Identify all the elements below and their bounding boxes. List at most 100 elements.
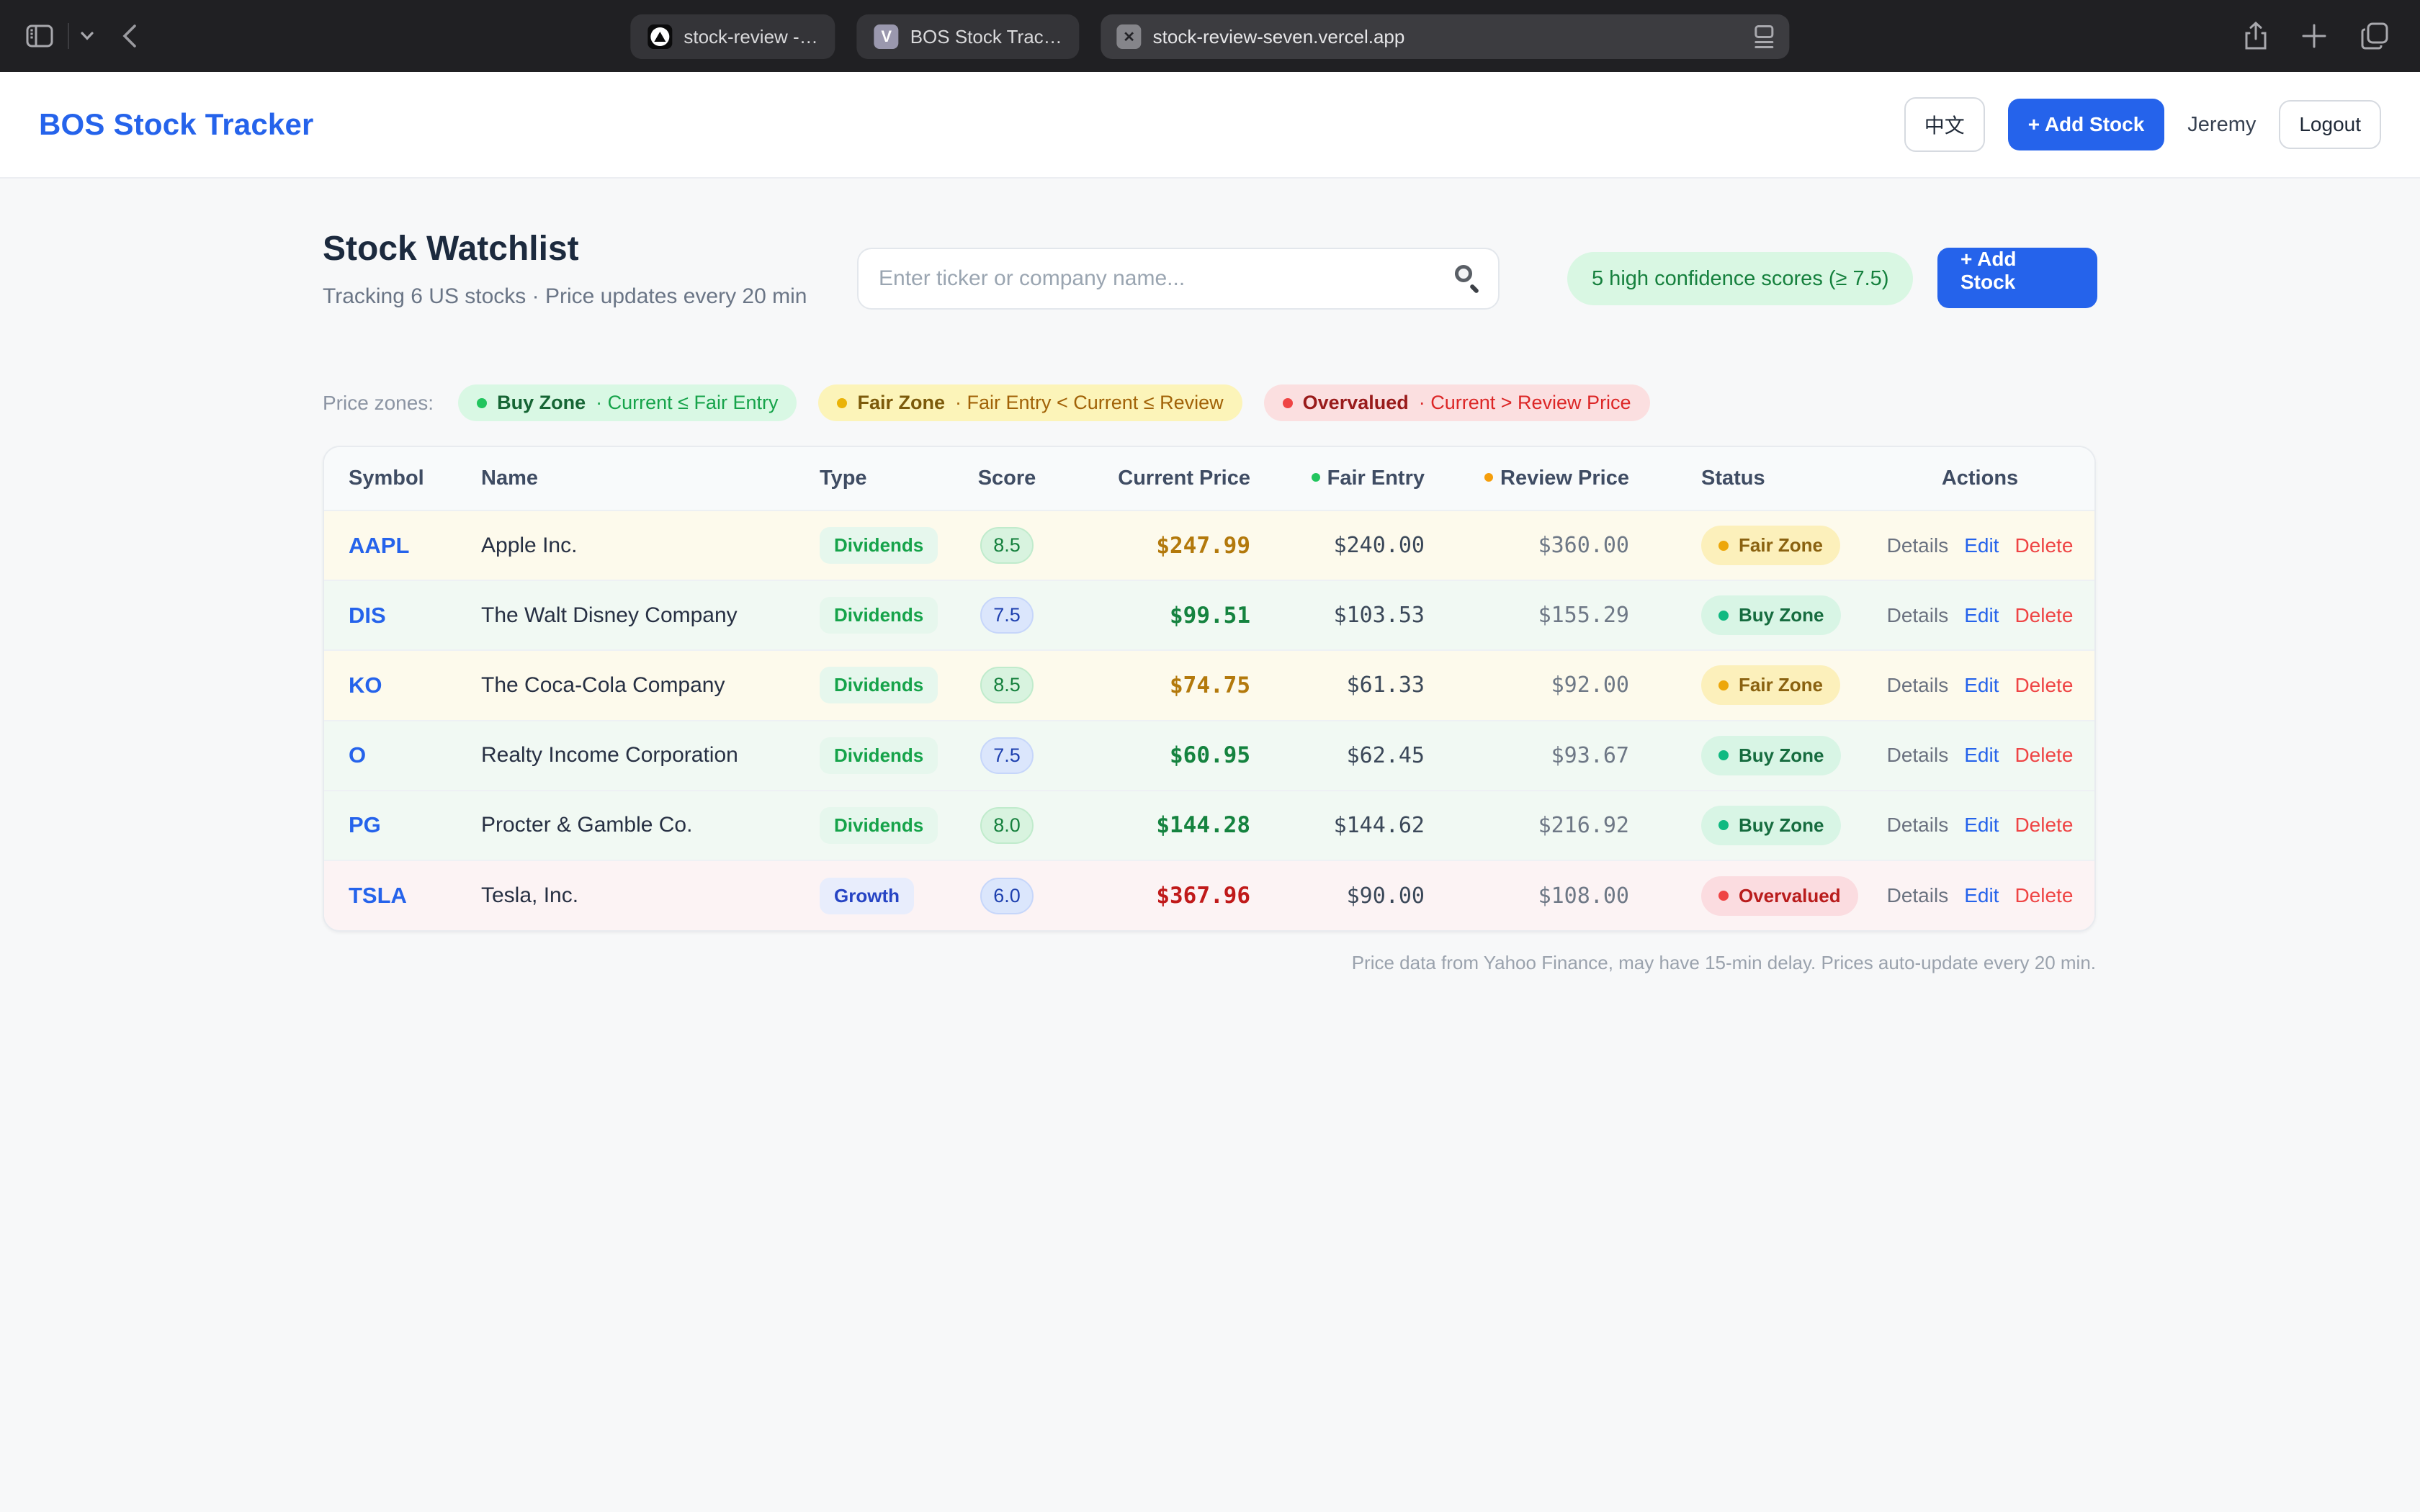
stock-symbol: O [324, 719, 457, 791]
search-icon [1455, 265, 1481, 294]
edit-link[interactable]: Edit [1964, 744, 1999, 767]
language-toggle-button[interactable]: 中文 [1904, 97, 1985, 152]
review-price: $93.67 [1425, 719, 1629, 791]
type-badge: Dividends [820, 806, 938, 844]
score-badge: 8.5 [980, 527, 1034, 564]
details-link[interactable]: Details [1886, 884, 1949, 907]
app-logo: BOS Stock Tracker [39, 107, 314, 141]
edit-link[interactable]: Edit [1964, 884, 1999, 907]
delete-link[interactable]: Delete [2015, 534, 2074, 557]
status-dot-icon [1718, 610, 1729, 621]
score-badge: 7.5 [980, 597, 1034, 634]
type-badge: Dividends [820, 667, 938, 704]
details-link[interactable]: Details [1886, 814, 1949, 837]
column-header-name: Name [457, 447, 795, 511]
status-dot-icon [1718, 750, 1729, 761]
stock-symbol: TSLA [324, 859, 457, 931]
search-input[interactable] [857, 248, 1500, 310]
type-badge: Dividends [820, 597, 938, 634]
column-header-score: Score [962, 447, 1052, 511]
table-row: O Realty Income Corporation Dividends 7.… [324, 719, 2094, 791]
details-link[interactable]: Details [1886, 603, 1949, 626]
edit-link[interactable]: Edit [1964, 534, 1999, 557]
delete-link[interactable]: Delete [2015, 673, 2074, 696]
fair-dot-icon [1311, 473, 1320, 482]
edit-link[interactable]: Edit [1964, 603, 1999, 626]
status-dot-icon [1718, 891, 1729, 901]
browser-tab-active[interactable]: ✕ stock-review-seven.vercel.app [1101, 14, 1790, 59]
score-badge: 6.0 [980, 877, 1034, 914]
chevron-down-icon[interactable] [81, 32, 94, 40]
add-stock-button-main[interactable]: + Add Stock [1937, 248, 2097, 308]
page-top-row: Stock Watchlist Tracking 6 US stocks · P… [323, 229, 2097, 366]
page-subtitle: Tracking 6 US stocks · Price updates eve… [323, 284, 807, 308]
close-tab-icon[interactable]: ✕ [1116, 24, 1142, 49]
review-dot-icon [1484, 473, 1494, 482]
new-tab-icon[interactable] [2302, 24, 2326, 48]
status-badge: Fair Zone [1701, 665, 1841, 706]
fair-entry-price: $90.00 [1250, 859, 1425, 931]
type-badge: Growth [820, 877, 914, 914]
watchlist-table: Symbol Name Type Score Current Price Fair Ent… [324, 447, 2094, 931]
stock-name: Tesla, Inc. [457, 859, 795, 931]
share-icon[interactable] [2244, 22, 2267, 50]
column-header-status: Status [1629, 447, 1863, 511]
type-badge: Dividends [820, 737, 938, 774]
stock-name: The Coca-Cola Company [457, 649, 795, 721]
delete-link[interactable]: Delete [2015, 884, 2074, 907]
v-letter-icon: V [874, 24, 899, 49]
add-stock-button-header[interactable]: + Add Stock [2007, 99, 2165, 150]
table-row: AAPL Apple Inc. Dividends 8.5 $247.99 $2… [324, 510, 2094, 581]
status-badge: Overvalued [1701, 876, 1858, 916]
score-badge: 8.5 [980, 667, 1034, 704]
score-badge: 7.5 [980, 737, 1034, 774]
current-price: $74.75 [1052, 649, 1250, 721]
delete-link[interactable]: Delete [2015, 814, 2074, 837]
delete-link[interactable]: Delete [2015, 603, 2074, 626]
reader-view-icon[interactable] [1754, 25, 1774, 48]
tab-url: stock-review-seven.vercel.app [1152, 25, 1405, 48]
tab-label: stock-review -… [684, 25, 818, 48]
delete-link[interactable]: Delete [2015, 744, 2074, 767]
chrome-divider [68, 23, 69, 49]
legend-fair-zone: Fair Zone · Fair Entry < Current ≤ Revie… [818, 384, 1242, 421]
current-price: $99.51 [1052, 580, 1250, 651]
back-icon[interactable] [122, 24, 137, 48]
fair-zone-dot-icon [837, 397, 848, 408]
edit-link[interactable]: Edit [1964, 814, 1999, 837]
tab-label: BOS Stock Trac… [910, 25, 1062, 48]
page-title: Stock Watchlist [323, 230, 579, 268]
stock-symbol: PG [324, 789, 457, 860]
stock-symbol: DIS [324, 580, 457, 651]
legend-label: Price zones: [323, 391, 434, 414]
current-price: $60.95 [1052, 719, 1250, 791]
app-header: BOS Stock Tracker 中文 + Add Stock Jeremy … [0, 72, 2420, 179]
logout-button[interactable]: Logout [2279, 100, 2381, 149]
fair-entry-price: $240.00 [1250, 510, 1425, 581]
browser-tab-1[interactable]: stock-review -… [630, 14, 835, 59]
details-link[interactable]: Details [1886, 744, 1949, 767]
column-header-actions: Actions [1863, 447, 2094, 511]
current-price: $367.96 [1052, 859, 1250, 931]
review-price: $155.29 [1425, 580, 1629, 651]
buy-zone-dot-icon [477, 397, 488, 408]
review-price: $108.00 [1425, 859, 1629, 931]
details-link[interactable]: Details [1886, 534, 1949, 557]
username: Jeremy [2187, 112, 2257, 136]
data-source-note: Price data from Yahoo Finance, may have … [1351, 952, 2096, 974]
column-header-fair: Fair Entry [1250, 447, 1425, 511]
score-badge: 8.0 [980, 806, 1034, 844]
tab-overview-icon[interactable] [2361, 22, 2388, 50]
table-row: KO The Coca-Cola Company Dividends 8.5 $… [324, 649, 2094, 721]
price-zones-legend: Price zones: Buy Zone · Current ≤ Fair E… [323, 384, 2097, 421]
confidence-badge: 5 high confidence scores (≥ 7.5) [1567, 252, 1914, 305]
browser-tab-2[interactable]: V BOS Stock Trac… [856, 14, 1080, 59]
sidebar-toggle-icon[interactable] [26, 24, 53, 48]
status-badge: Buy Zone [1701, 595, 1842, 636]
details-link[interactable]: Details [1886, 673, 1949, 696]
status-badge: Buy Zone [1701, 805, 1842, 845]
table-row: TSLA Tesla, Inc. Growth 6.0 $367.96 $90.… [324, 859, 2094, 931]
status-badge: Fair Zone [1701, 526, 1841, 566]
legend-buy-zone: Buy Zone · Current ≤ Fair Entry [458, 384, 797, 421]
edit-link[interactable]: Edit [1964, 673, 1999, 696]
